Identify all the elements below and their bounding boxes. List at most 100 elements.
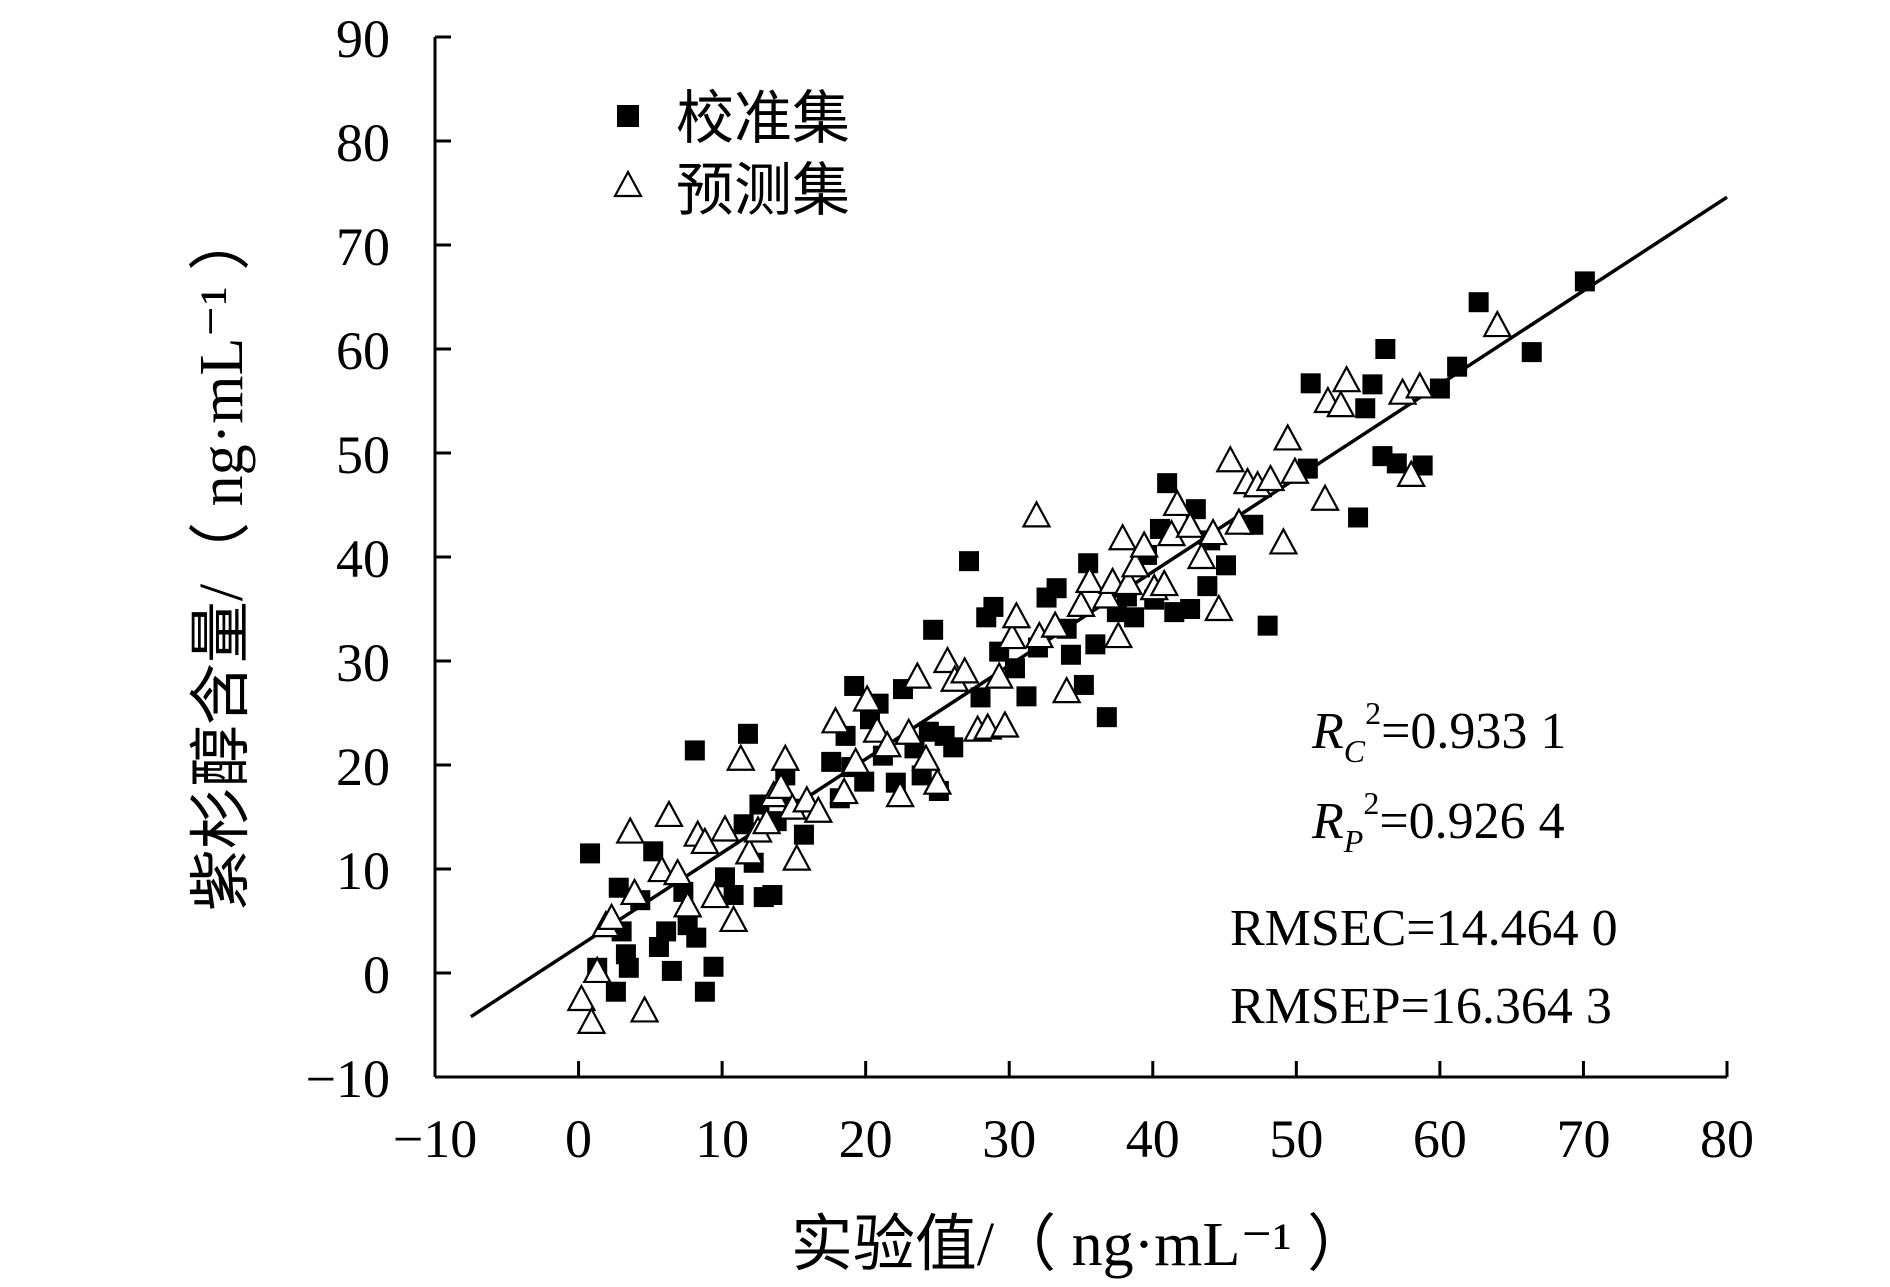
calibration-point (608, 877, 629, 898)
prediction-point (911, 743, 941, 771)
prediction-point (654, 799, 684, 828)
prediction-point (629, 995, 660, 1023)
x-tick-label: 50 (1269, 1109, 1323, 1169)
series-calibration (580, 271, 1595, 1002)
prediction-point (1175, 510, 1205, 538)
prediction-point (1404, 371, 1435, 399)
rmsep-annotation: RMSEP=16.364 3 (1230, 978, 1612, 1035)
calibration-point (793, 824, 814, 845)
calibration-point (605, 981, 626, 1002)
prediction-point (1021, 500, 1052, 528)
calibration-point (648, 937, 669, 957)
prediction-point (1129, 530, 1160, 558)
legend: 校准集 预测集 (613, 84, 850, 224)
legend-marker-calibration (617, 105, 639, 127)
calibration-point (661, 960, 682, 981)
calibration-point (1016, 686, 1037, 707)
prediction-point (619, 877, 650, 906)
prediction-point (1280, 456, 1310, 484)
calibration-point (1574, 271, 1595, 292)
prediction-point (1396, 459, 1427, 487)
prediction-point (1268, 527, 1299, 555)
prediction-point (902, 661, 933, 689)
prediction-point (751, 806, 782, 835)
calibration-point (821, 751, 842, 772)
calibration-point (762, 885, 783, 905)
calibration-point (1180, 599, 1201, 619)
calibration-point (1085, 634, 1106, 655)
y-tick-label: 70 (336, 217, 390, 277)
y-axis-label: 紫杉醇含量/（ ng·mL⁻¹ ） (188, 209, 256, 911)
x-tick-label: 30 (982, 1109, 1036, 1169)
calibration-point (1004, 658, 1025, 679)
calibration-point (1362, 374, 1383, 395)
calibration-point (1060, 644, 1081, 665)
y-tick-label: 80 (336, 113, 390, 173)
prediction-point (662, 857, 693, 886)
x-tick-label: 10 (695, 1109, 749, 1169)
prediction-point (725, 743, 756, 771)
prediction-point (852, 684, 882, 712)
prediction-point (596, 902, 627, 930)
prediction-point (781, 843, 812, 871)
prediction-point (1113, 567, 1144, 596)
calibration-point (1197, 576, 1218, 597)
x-tick-label: 40 (1126, 1109, 1180, 1169)
prediction-point (885, 779, 915, 808)
rp2-value: =0.926 4 (1379, 793, 1564, 850)
prediction-point (700, 880, 730, 909)
calibration-point (1078, 553, 1099, 574)
x-axis-label: 实验值/（ ng·mL⁻¹ ） (791, 1211, 1369, 1279)
calibration-point (1412, 455, 1433, 476)
x-tick-label: 70 (1556, 1109, 1610, 1169)
x-tick-label: −10 (393, 1109, 477, 1169)
prediction-point (1103, 620, 1134, 649)
prediction-point (820, 706, 851, 734)
prediction-point (984, 661, 1015, 689)
prediction-point (872, 729, 903, 758)
calibration-point (1124, 607, 1145, 628)
rp2-subscript: P (1343, 823, 1364, 859)
calibration-point (618, 957, 639, 978)
prediction-point (949, 656, 980, 684)
prediction-point (770, 743, 801, 771)
y-tick-label: 60 (336, 321, 390, 381)
stats-annotations: RC2=0.933 1 RP2=0.926 4 RMSEC=14.464 0 R… (1230, 695, 1618, 1035)
legend-label-calibration: 校准集 (676, 84, 850, 152)
prediction-point (829, 776, 859, 805)
calibration-point (1375, 339, 1396, 359)
calibration-point (1157, 473, 1178, 494)
rc2-value: =0.933 1 (1381, 703, 1566, 760)
rc2-superscript: 2 (1365, 695, 1381, 731)
calibration-point (959, 551, 980, 572)
prediction-point (1051, 675, 1082, 704)
calibration-point (1300, 373, 1321, 394)
calibration-point (854, 771, 875, 792)
calibration-point (918, 721, 939, 742)
prediction-point (1162, 488, 1193, 517)
calibration-point (1355, 398, 1376, 419)
calibration-point (580, 843, 601, 864)
rmsec-annotation: RMSEC=14.464 0 (1230, 900, 1618, 957)
prediction-point (803, 795, 834, 823)
calibration-point (723, 885, 744, 905)
calibration-point (694, 981, 715, 1002)
calibration-point (1429, 378, 1450, 399)
rc2-subscript: C (1344, 733, 1366, 769)
prediction-point (1186, 541, 1217, 570)
calibration-point (1447, 356, 1468, 377)
rc2-symbol: R (1311, 703, 1344, 760)
prediction-point (990, 710, 1020, 738)
prediction-point (766, 771, 796, 799)
calibration-point (656, 921, 677, 942)
prediction-point (1215, 444, 1246, 473)
prediction-point (1325, 389, 1356, 418)
calibration-point (844, 675, 865, 696)
prediction-point (576, 1006, 607, 1034)
calibration-point (1073, 674, 1094, 695)
prediction-point (582, 955, 613, 984)
prediction-point (1310, 483, 1340, 511)
series-prediction (566, 309, 1513, 1034)
x-axis-ticks: −10 0 10 20 30 40 50 60 70 80 (393, 1061, 1754, 1169)
